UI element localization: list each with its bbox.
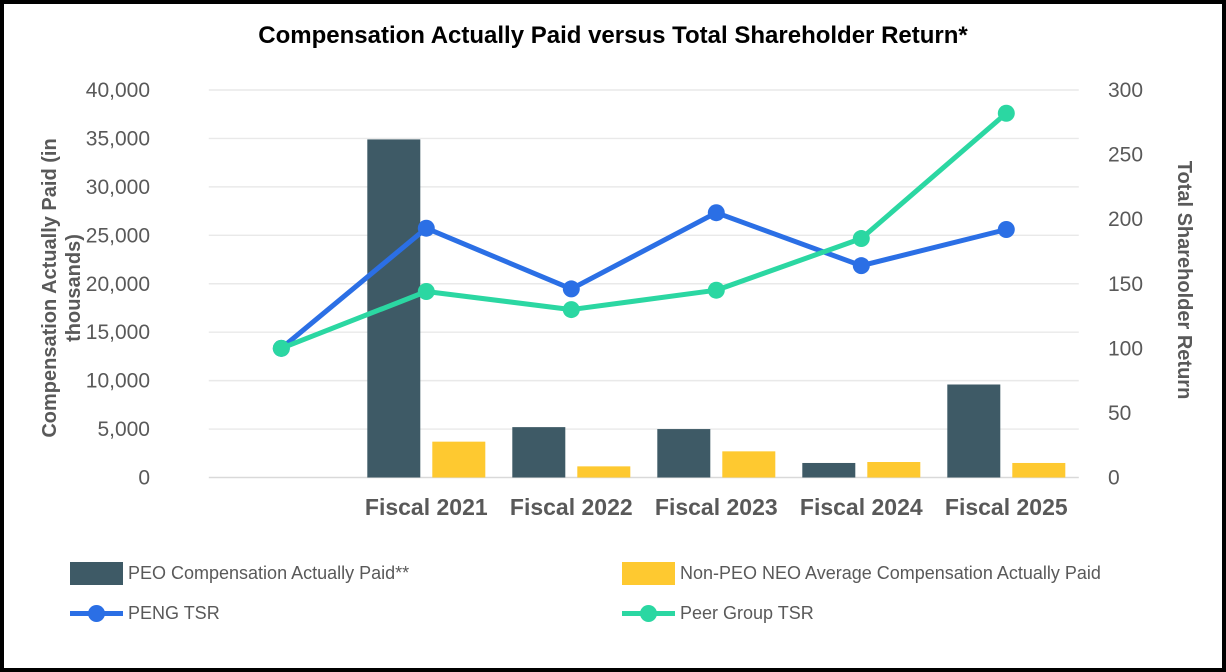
y-axis-tick-left: 35,000	[86, 127, 150, 150]
bar-nonpeo-cap	[867, 462, 921, 478]
bar-nonpeo-cap	[1012, 462, 1066, 478]
x-axis-label: Fiscal 2024	[800, 494, 923, 520]
y-axis-tick-right: 300	[1108, 79, 1143, 102]
legend-label: Non-PEO NEO Average Compensation Actuall…	[680, 563, 1101, 583]
bar-peo-cap	[802, 462, 856, 478]
legend-label: PEO Compensation Actually Paid**	[128, 563, 410, 583]
legend-item-peo-cap: PEO Compensation Actually Paid**	[70, 560, 409, 587]
y-axis-tick-left: 25,000	[86, 224, 150, 247]
y-axis-tick-left: 10,000	[86, 370, 150, 393]
y-axis-tick-left: 30,000	[86, 176, 150, 199]
x-axis-label: Fiscal 2022	[510, 494, 633, 520]
point-peer-group-tsr	[852, 230, 870, 248]
legend-label: Peer Group TSR	[680, 603, 814, 623]
line-peer-group-tsr	[280, 111, 1008, 351]
right-axis-title: Total Shareholder Return	[1173, 161, 1195, 400]
y-axis-tick-right: 100	[1108, 337, 1143, 360]
bar-nonpeo-cap	[722, 451, 776, 478]
point-peer-group-tsr	[997, 104, 1015, 122]
point-peng-tsr	[707, 204, 725, 222]
y-axis-tick-left: 20,000	[86, 273, 150, 296]
bar-peo-cap	[512, 427, 566, 478]
point-peng-tsr	[852, 257, 870, 275]
point-peng-tsr	[417, 219, 435, 237]
bar-peo-cap	[947, 384, 1001, 478]
chart-title: Compensation Actually Paid versus Total …	[258, 22, 968, 49]
point-peer-group-tsr	[707, 281, 725, 299]
y-axis-tick-left: 40,000	[86, 79, 150, 102]
point-peer-group-tsr	[417, 283, 435, 300]
y-axis-tick-right: 150	[1108, 273, 1143, 296]
legend-label: PENG TSR	[128, 603, 220, 623]
nonpeo-bar-swatch-icon	[622, 562, 675, 585]
point-peer-group-tsr	[272, 339, 290, 357]
x-axis-label: Fiscal 2023	[655, 494, 778, 520]
line-marker-icon	[70, 605, 123, 622]
y-axis-tick-left: 5,000	[97, 418, 150, 441]
line-marker-icon	[622, 605, 675, 622]
y-axis-tick-right: 50	[1108, 402, 1131, 425]
bar-nonpeo-cap	[577, 466, 631, 478]
bar-peo-cap	[657, 429, 711, 478]
x-axis-label: Fiscal 2025	[945, 494, 1068, 520]
bar-nonpeo-cap	[432, 441, 486, 478]
line-peng-tsr	[279, 210, 1007, 351]
y-axis-tick-right: 200	[1108, 208, 1143, 231]
legend-item-nonpeo-cap: Non-PEO NEO Average Compensation Actuall…	[622, 560, 1101, 587]
x-axis-label: Fiscal 2021	[365, 494, 488, 520]
left-axis-title: Compensation Actually Paid (in thousands)	[39, 138, 85, 437]
point-peer-group-tsr	[562, 301, 580, 319]
point-peng-tsr	[997, 221, 1015, 238]
peo-bar-swatch-icon	[70, 562, 123, 585]
point-peng-tsr	[562, 280, 580, 298]
y-axis-tick-left: 15,000	[86, 321, 150, 344]
bar-peo-cap	[367, 139, 421, 478]
legend-item-peng-tsr: PENG TSR	[70, 600, 220, 627]
y-axis-tick-right: 250	[1108, 144, 1143, 167]
y-axis-tick-right: 0	[1108, 467, 1120, 490]
y-axis-tick-left: 0	[138, 467, 150, 490]
legend-item-peer-group-tsr: Peer Group TSR	[622, 600, 814, 627]
